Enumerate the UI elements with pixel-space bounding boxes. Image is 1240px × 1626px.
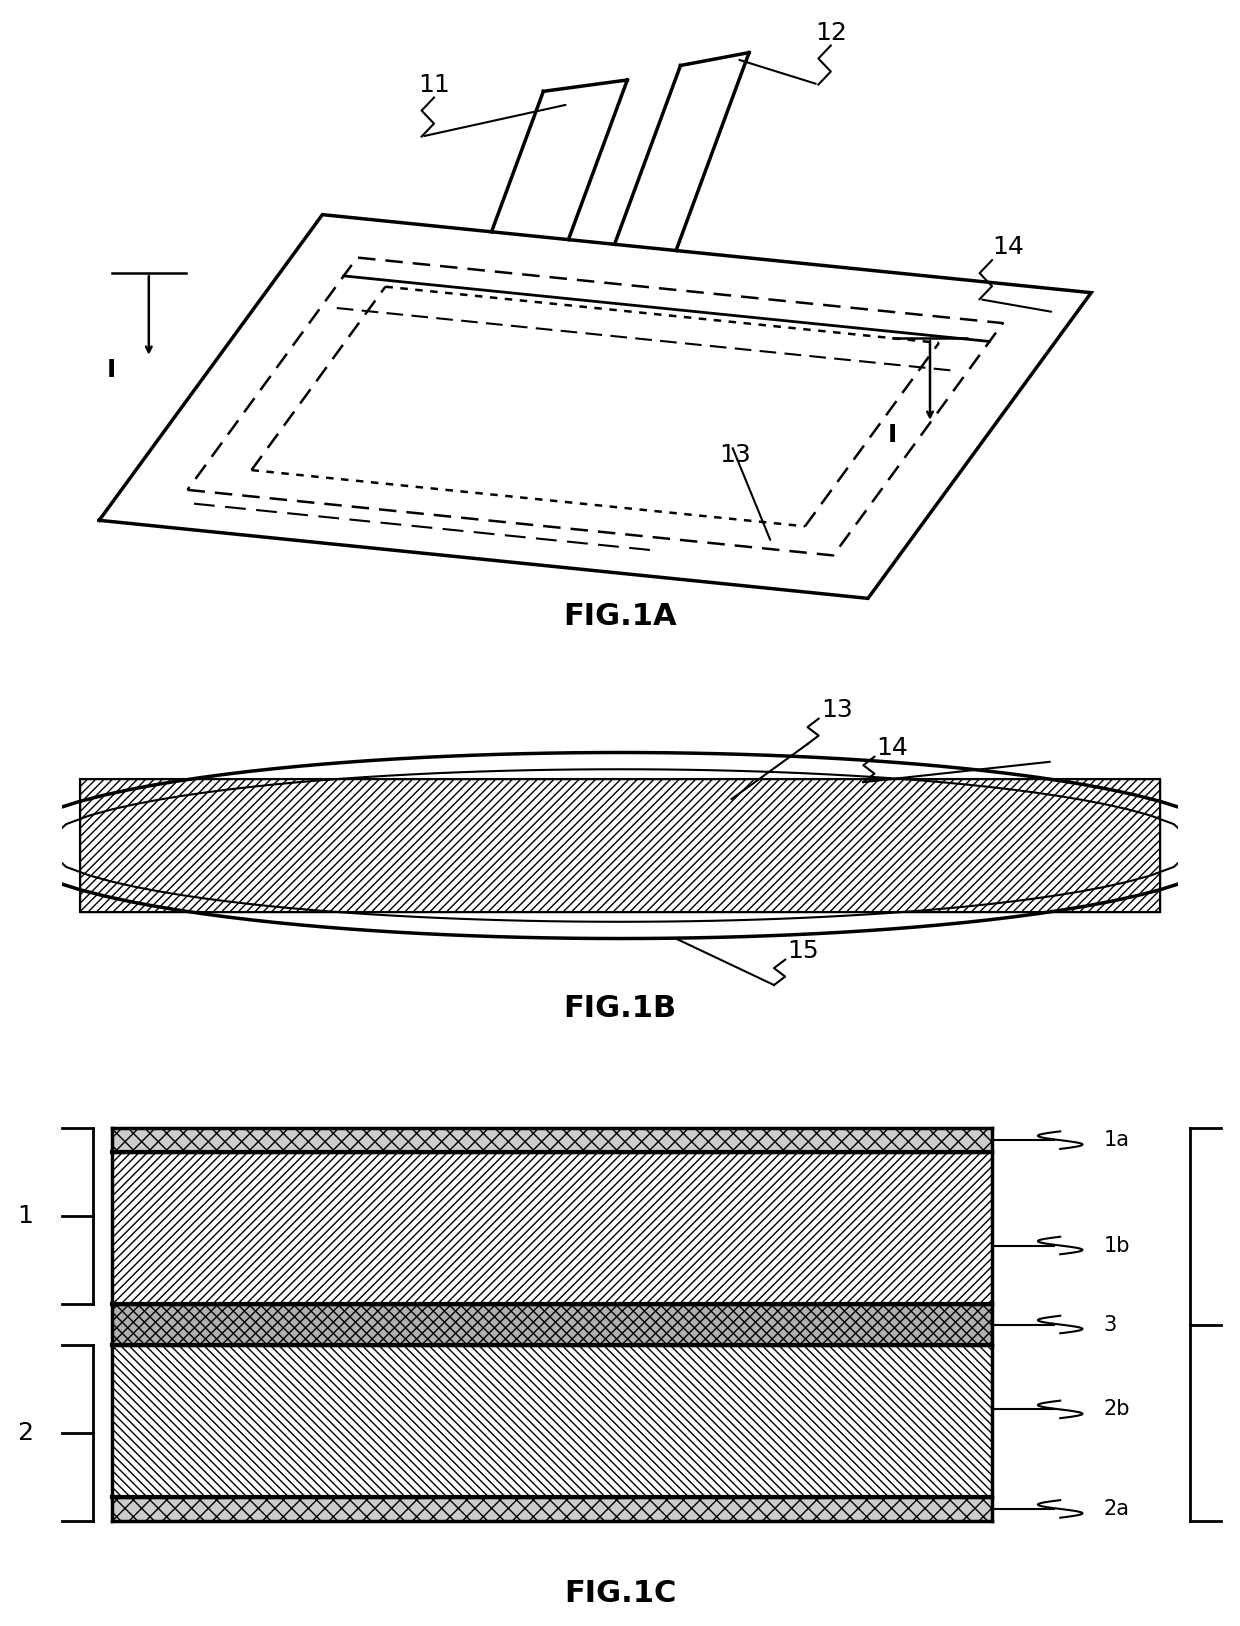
Text: FIG.1B: FIG.1B [563, 993, 677, 1023]
Text: 11: 11 [418, 73, 450, 96]
Text: 2b: 2b [1104, 1400, 1130, 1419]
Text: 1b: 1b [1104, 1236, 1130, 1255]
Text: 2a: 2a [1104, 1499, 1130, 1519]
Bar [112, 1498, 992, 1520]
Text: 13: 13 [719, 444, 751, 467]
Text: I: I [107, 358, 117, 382]
Bar [112, 1304, 992, 1345]
Text: 3: 3 [1104, 1314, 1117, 1335]
Text: 1: 1 [17, 1205, 32, 1228]
Text: 2: 2 [17, 1421, 32, 1446]
Bar [112, 1304, 992, 1345]
Text: I: I [888, 423, 898, 447]
Bar [112, 1128, 992, 1151]
Bar [112, 1345, 992, 1498]
Text: FIG.1A: FIG.1A [563, 602, 677, 631]
Bar [112, 1304, 992, 1345]
Bar [79, 779, 1161, 912]
Text: 13: 13 [821, 698, 853, 722]
Text: FIG.1C: FIG.1C [564, 1579, 676, 1608]
Text: 15: 15 [787, 940, 820, 963]
Bar [112, 1151, 992, 1304]
Text: 1a: 1a [1104, 1130, 1130, 1150]
Text: 14: 14 [877, 737, 909, 761]
Text: 14: 14 [992, 236, 1024, 259]
Text: 12: 12 [815, 21, 847, 44]
